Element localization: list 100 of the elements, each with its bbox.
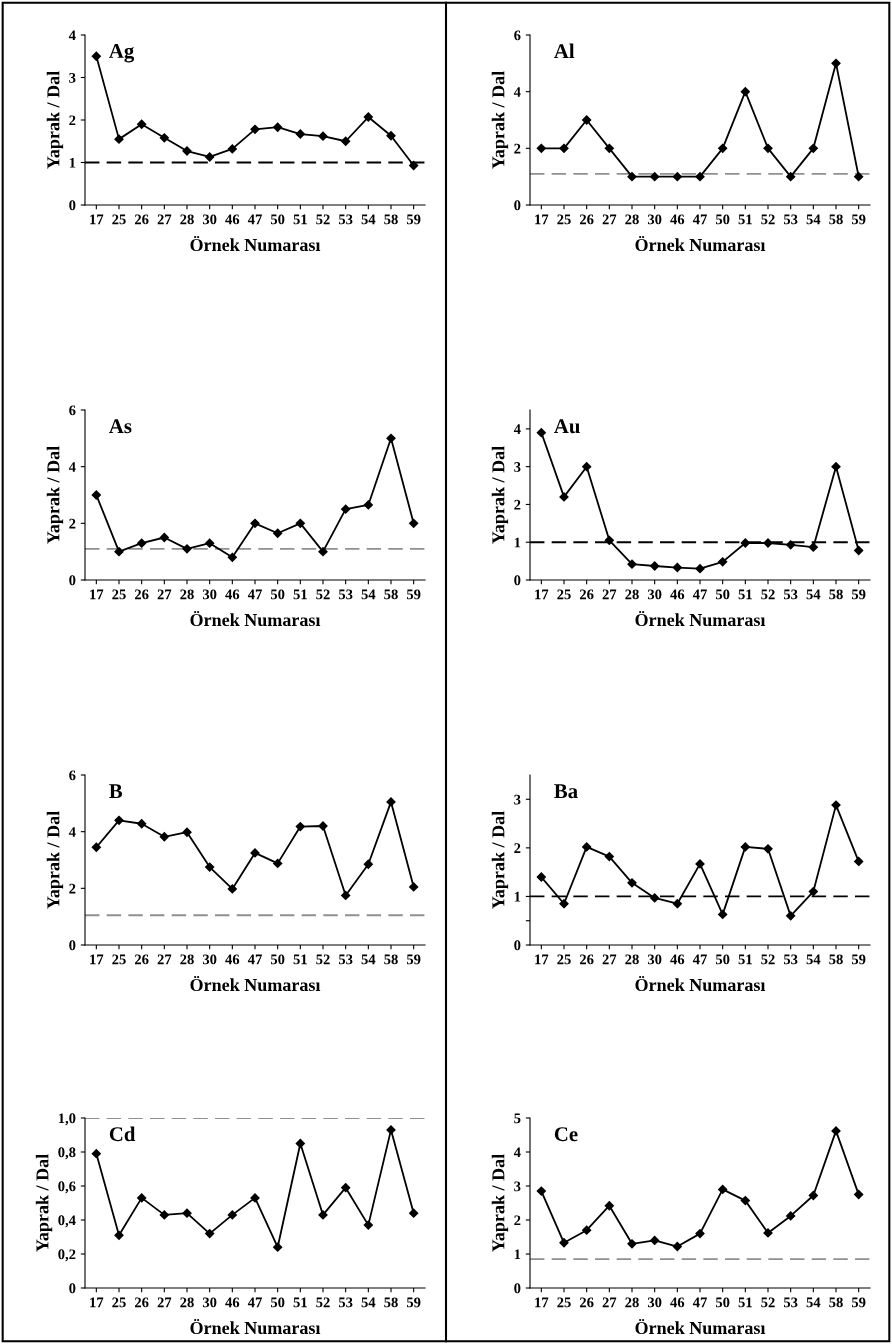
x-tick-label: 17 (535, 1297, 549, 1308)
x-tick-label: 28 (625, 589, 639, 600)
y-tick-label: 6 (69, 770, 76, 781)
point (650, 893, 660, 903)
x-tick-label: 51 (293, 954, 307, 965)
point (114, 134, 124, 144)
x-tick-label: 28 (625, 214, 639, 225)
point (604, 535, 614, 545)
x-tick-label: 46 (225, 589, 240, 600)
x-tick-label: 50 (270, 954, 285, 965)
x-tick-label: 54 (806, 589, 821, 600)
y-axis-title: Yaprak / Dal (491, 446, 509, 544)
x-tick-label: 58 (384, 214, 398, 225)
x-tick-label: 51 (293, 1297, 307, 1308)
y-tick-label: 0,2 (58, 1249, 76, 1262)
x-tick-label: 50 (270, 589, 285, 600)
y-tick-label: 2 (69, 883, 76, 894)
x-tick-label: 17 (535, 954, 549, 965)
point (386, 433, 396, 443)
x-tick-label: 17 (90, 954, 104, 965)
x-tick-label: 54 (361, 589, 376, 600)
x-tick-label: 27 (157, 214, 172, 225)
x-tick-label: 46 (670, 589, 685, 600)
x-tick-label: 52 (761, 214, 775, 225)
x-tick-label: 17 (90, 1297, 104, 1308)
point (786, 540, 796, 550)
y-tick-label: 0 (514, 200, 521, 211)
y-tick-label: 6 (514, 30, 521, 41)
x-tick-label: 30 (202, 589, 217, 600)
x-axis-title: Örnek Numarası (635, 1318, 766, 1335)
x-tick-label: 27 (157, 589, 172, 600)
x-tick-label: 28 (625, 954, 639, 965)
point (559, 143, 569, 153)
y-tick-label: 2 (69, 518, 76, 529)
point (273, 858, 283, 869)
x-tick-label: 25 (112, 589, 126, 600)
x-tick-label: 53 (338, 214, 353, 225)
x-tick-label: 27 (157, 954, 172, 965)
point (363, 859, 373, 869)
x-tick-label: 28 (180, 214, 194, 225)
point (409, 160, 419, 171)
y-tick-label: 0 (69, 1283, 76, 1294)
point (695, 1228, 705, 1239)
point (786, 172, 796, 182)
point (386, 797, 396, 807)
x-tick-label: 59 (851, 1297, 866, 1308)
x-tick-label: 59 (406, 589, 421, 600)
x-tick-label: 27 (602, 954, 617, 965)
point (227, 1210, 237, 1220)
point (295, 821, 305, 832)
point (650, 561, 660, 571)
x-tick-label: 30 (647, 589, 662, 600)
point (831, 1126, 841, 1136)
x-tick-label: 25 (112, 214, 126, 225)
point (137, 1193, 147, 1203)
x-tick-label: 52 (761, 1297, 775, 1308)
point (318, 547, 328, 557)
y-tick-label: 0,4 (58, 1215, 76, 1228)
x-tick-label: 59 (406, 1297, 421, 1308)
x-tick-label: 26 (134, 214, 149, 225)
chart-title: Cd (109, 1126, 136, 1142)
point (718, 1184, 728, 1195)
x-tick-label: 30 (647, 1297, 662, 1308)
x-axis-title: Örnek Numarası (190, 975, 321, 992)
chart-title: Ba (554, 784, 578, 799)
x-axis-title: Örnek Numarası (635, 235, 766, 252)
x-tick-label: 58 (384, 1297, 398, 1308)
x-tick-label: 47 (247, 214, 262, 225)
y-tick-label: 1 (514, 891, 521, 902)
x-tick-label: 26 (579, 589, 594, 600)
x-tick-label: 53 (783, 589, 798, 600)
x-tick-label: 59 (851, 589, 866, 600)
point (627, 878, 637, 888)
y-tick-label: 1 (514, 537, 521, 548)
point (536, 428, 546, 438)
point (273, 528, 283, 538)
x-tick-label: 59 (851, 214, 866, 225)
x-axis-title: Örnek Numarası (190, 1318, 321, 1335)
x-tick-label: 54 (361, 214, 376, 225)
x-tick-label: 59 (406, 214, 421, 225)
x-tick-label: 53 (783, 214, 798, 225)
point (182, 1208, 192, 1218)
point (627, 172, 637, 182)
y-tick-label: 2 (514, 843, 521, 853)
x-tick-label: 54 (361, 1297, 376, 1308)
x-tick-label: 17 (535, 214, 549, 225)
x-tick-label: 53 (338, 589, 353, 600)
y-tick-label: 2 (514, 143, 521, 154)
x-tick-label: 51 (293, 214, 307, 225)
point (536, 1186, 546, 1196)
y-tick-label: 6 (69, 405, 76, 416)
point (763, 1228, 773, 1238)
x-tick-label: 30 (647, 214, 662, 225)
x-tick-label: 58 (829, 214, 843, 225)
x-tick-label: 47 (247, 1297, 262, 1308)
x-tick-label: 59 (406, 954, 421, 965)
x-tick-label: 54 (806, 214, 821, 225)
point (536, 872, 546, 882)
x-axis-title: Örnek Numarası (635, 975, 766, 992)
y-tick-label: 0 (514, 1283, 521, 1294)
